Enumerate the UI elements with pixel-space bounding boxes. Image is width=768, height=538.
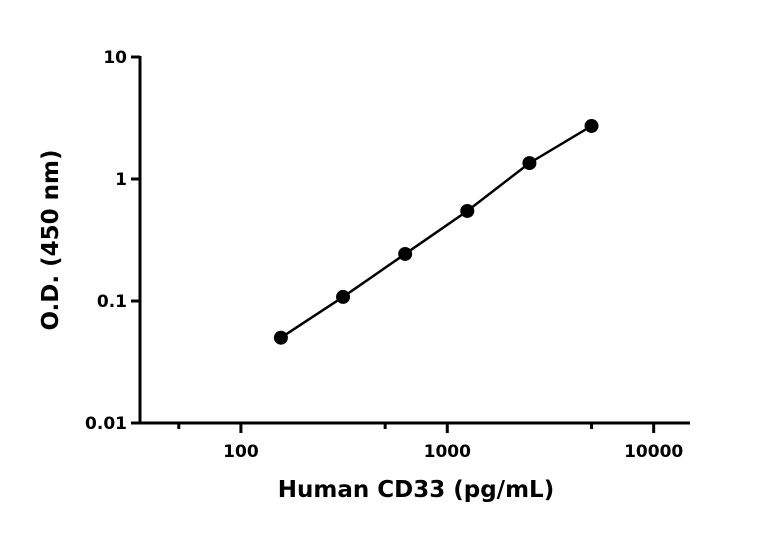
- data-point: [273, 330, 288, 345]
- y-tick-label: 0.01: [85, 414, 127, 434]
- data-point: [336, 289, 351, 304]
- y-tick-label: 1: [115, 170, 127, 190]
- x-tick-label: 1000: [424, 442, 471, 462]
- x-tick-label: 10000: [624, 442, 683, 462]
- data-point: [584, 118, 599, 133]
- data-point: [522, 156, 537, 171]
- y-tick-label: 10: [103, 48, 127, 68]
- x-tick-label: 100: [223, 442, 259, 462]
- y-axis-title: O.D. (450 nm): [38, 149, 64, 330]
- y-tick-label: 0.1: [97, 292, 127, 312]
- data-point: [398, 246, 413, 261]
- x-axis-title: Human CD33 (pg/mL): [278, 477, 554, 503]
- fit-line: [280, 124, 593, 339]
- data-point: [460, 203, 475, 218]
